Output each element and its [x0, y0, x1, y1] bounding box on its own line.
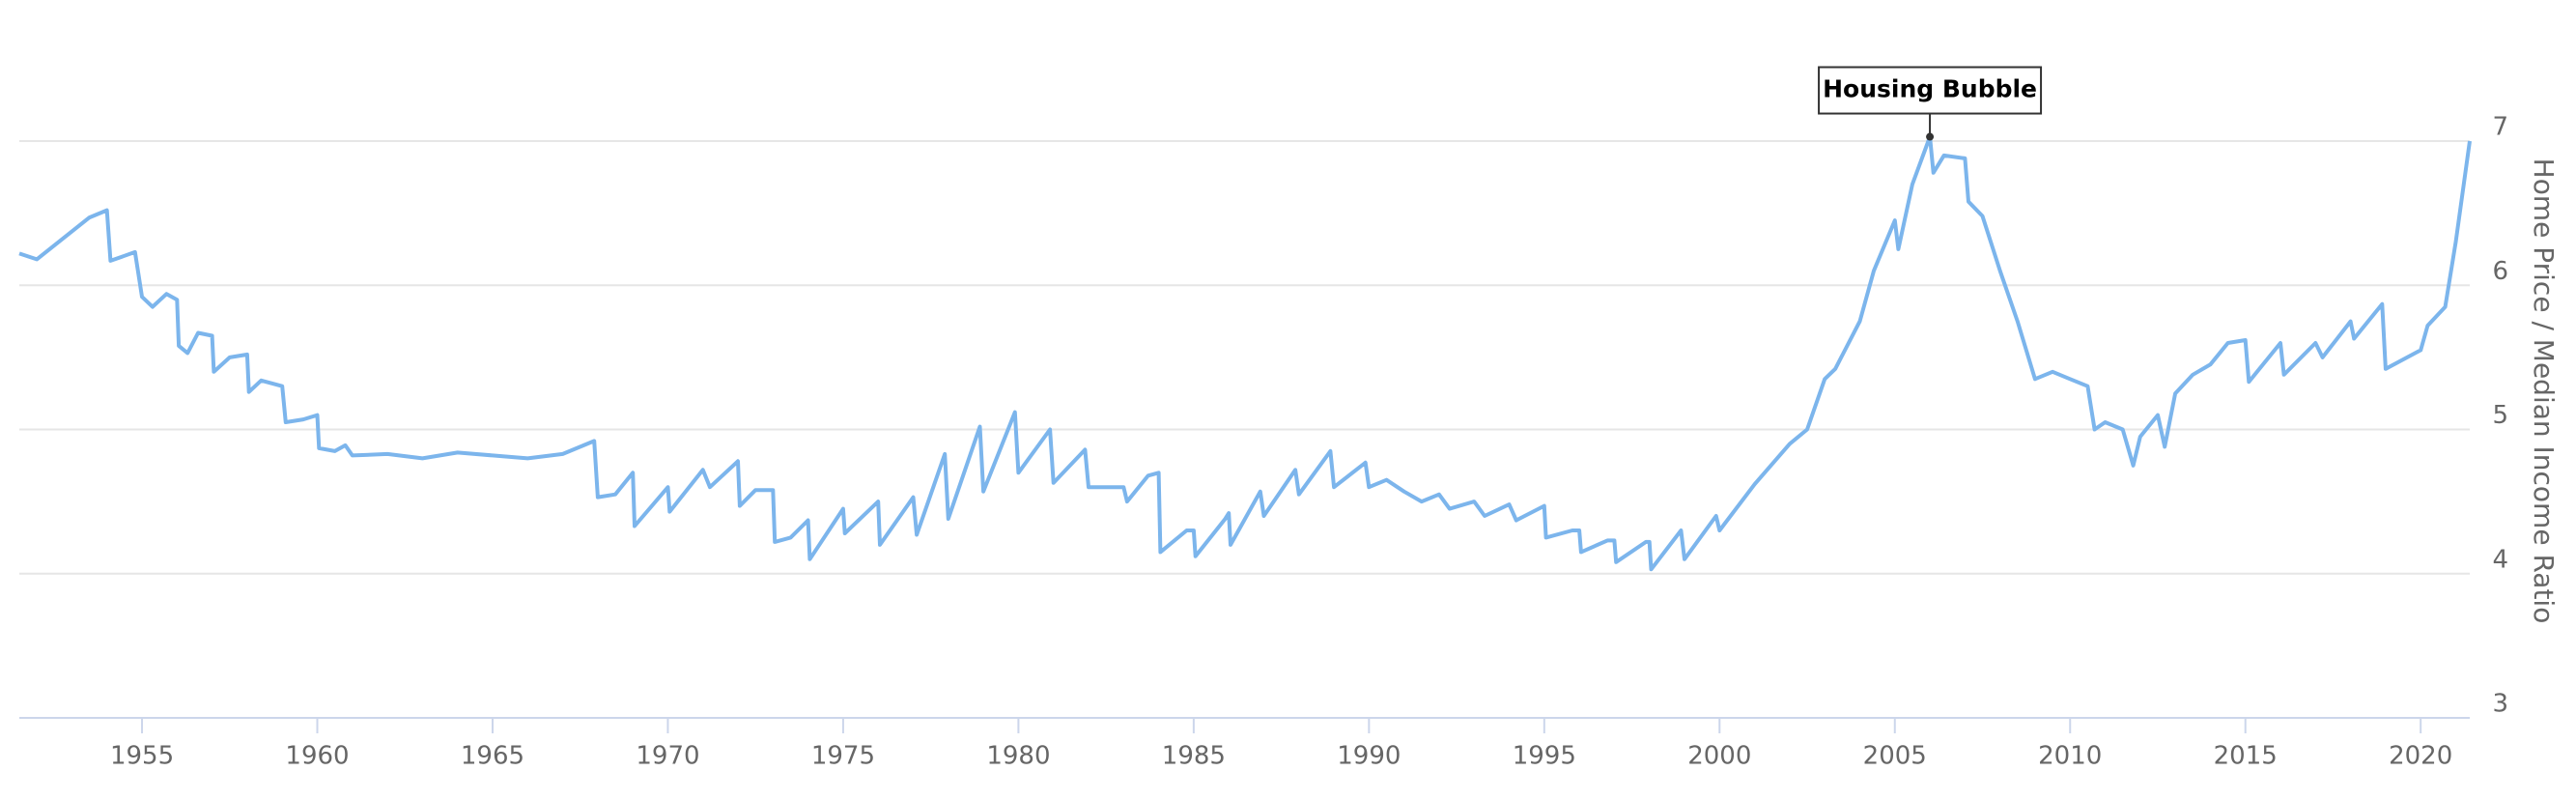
- annotation-label: Housing Bubble: [1823, 75, 2037, 103]
- x-tick-label: 1995: [1513, 742, 1576, 771]
- y-tick-label: 7: [2492, 113, 2508, 142]
- y-tick-label: 3: [2492, 690, 2508, 719]
- x-tick-label: 1955: [110, 742, 174, 771]
- x-tick-label: 1980: [986, 742, 1050, 771]
- annotation-box: [1818, 66, 2043, 115]
- y-axis-title: Home Price / Median Income Ratio: [2528, 158, 2560, 624]
- x-tick-label: 2015: [2214, 742, 2278, 771]
- x-tick-label: 1985: [1162, 742, 1226, 771]
- x-tick-label: 2000: [1687, 742, 1751, 771]
- x-tick-label: 1960: [285, 742, 349, 771]
- y-tick-label: 4: [2492, 545, 2508, 574]
- y-tick-label: 5: [2492, 401, 2508, 430]
- y-tick-label: 6: [2492, 257, 2508, 286]
- x-tick-label: 1970: [636, 742, 699, 771]
- x-tick-label: 2010: [2038, 742, 2102, 771]
- data-line: [18, 134, 2472, 572]
- x-tick-label: 1990: [1337, 742, 1401, 771]
- x-tick-label: 1965: [461, 742, 524, 771]
- x-tick-label: 2020: [2389, 742, 2452, 771]
- x-tick-label: 2005: [1863, 742, 1927, 771]
- x-tick-label: 1975: [811, 742, 875, 771]
